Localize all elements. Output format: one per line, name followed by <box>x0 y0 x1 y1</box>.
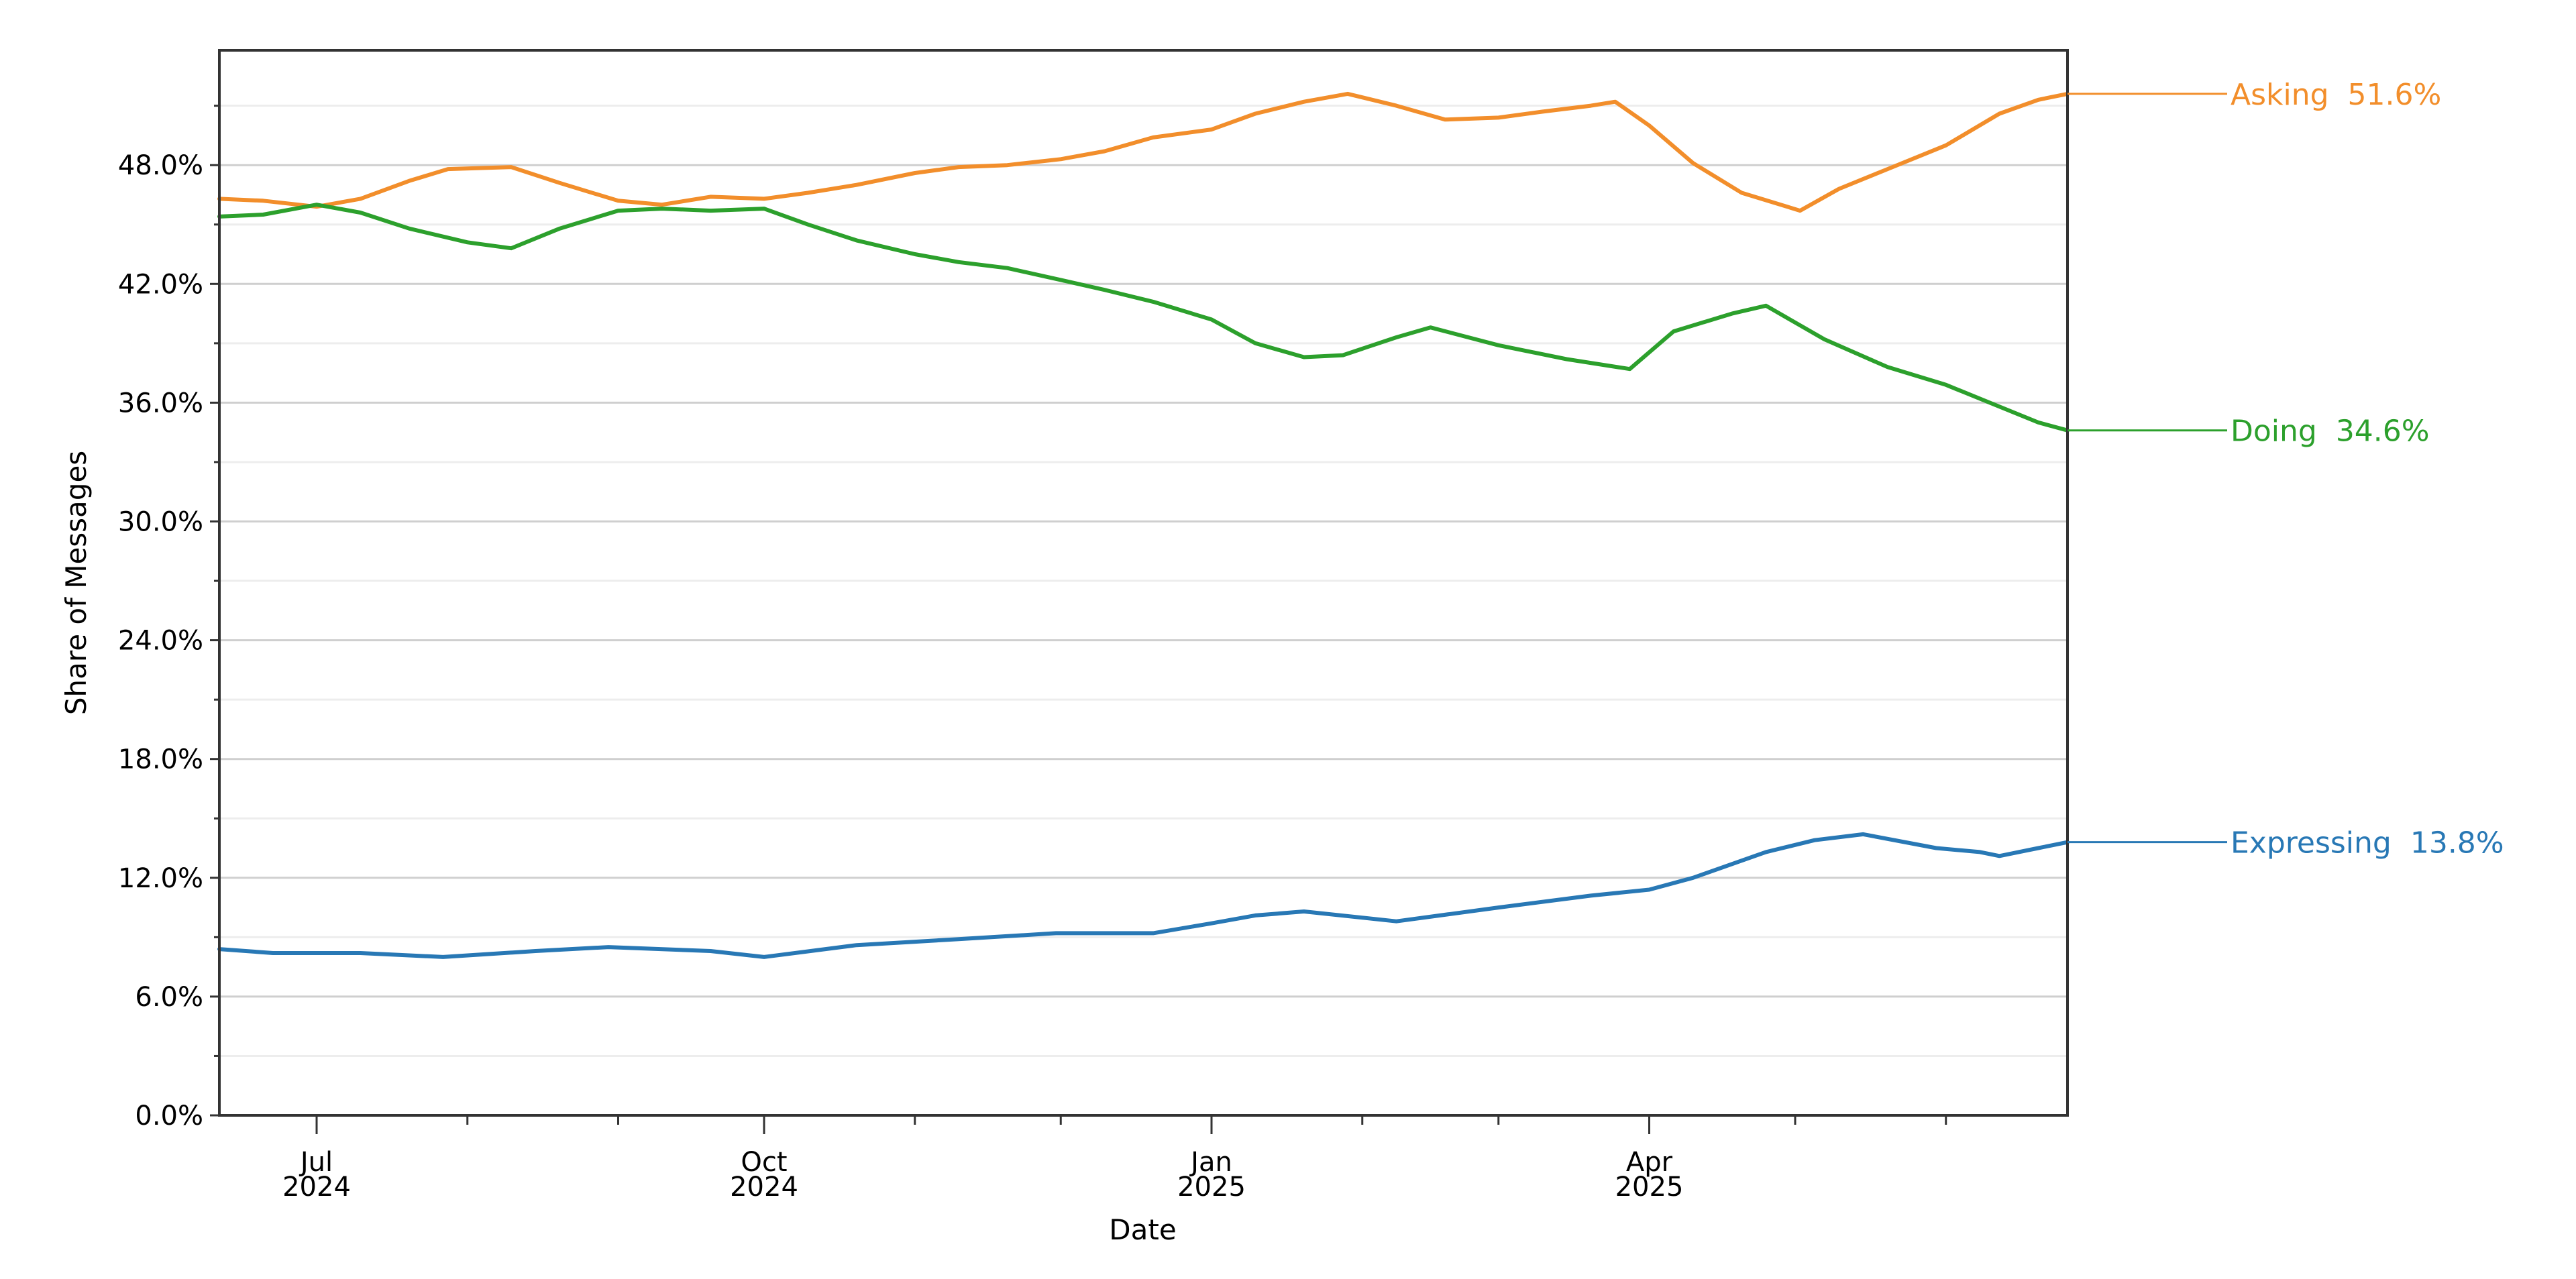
series-line-asking <box>217 91 2070 213</box>
y-tick-label: 30.0% <box>118 506 203 537</box>
series-layer <box>217 91 2070 959</box>
x-tick-month-label: Apr <box>1626 1147 1673 1178</box>
series-line-expressing <box>217 832 2070 959</box>
x-tick-month-label: Jan <box>1189 1147 1232 1178</box>
annotation-label-asking: Asking 51.6% <box>2231 78 2441 112</box>
series-end-annotations: Asking 51.6% Doing 34.6% Expressing 13.8% <box>2068 78 2504 860</box>
y-tick-label: 24.0% <box>118 626 203 657</box>
y-tick-label: 42.0% <box>118 269 203 300</box>
y-tick-label: 48.0% <box>118 150 203 181</box>
x-tick-year-label: 2025 <box>1177 1172 1246 1203</box>
major-gridlines <box>219 164 2068 998</box>
annotation-label-expressing: Expressing 13.8% <box>2231 826 2504 860</box>
x-axis-title: Date <box>1109 1213 1176 1246</box>
y-tick-label: 6.0% <box>135 982 203 1013</box>
y-tick-label: 0.0% <box>135 1101 203 1131</box>
x-tick-month-label: Oct <box>741 1147 787 1178</box>
y-tick-label: 12.0% <box>118 863 203 894</box>
y-tick-label: 18.0% <box>118 744 203 775</box>
y-axis-title: Share of Messages <box>60 451 93 715</box>
x-tick-year-label: 2024 <box>730 1172 798 1203</box>
plot-frame <box>218 49 2069 1117</box>
x-tick-year-label: 2024 <box>282 1172 351 1203</box>
x-tick-year-label: 2025 <box>1615 1172 1684 1203</box>
annotation-label-doing: Doing 34.6% <box>2231 414 2430 449</box>
y-tick-label: 36.0% <box>118 388 203 419</box>
y-axis: 0.0% 6.0% 12.0% 18.0% 24.0% 30.0% 36.0% 42.0% 48… <box>118 105 219 1131</box>
x-tick-month-label: Jul <box>299 1147 333 1178</box>
minor-gridlines <box>219 105 2068 1057</box>
series-line-doing <box>217 203 2070 433</box>
